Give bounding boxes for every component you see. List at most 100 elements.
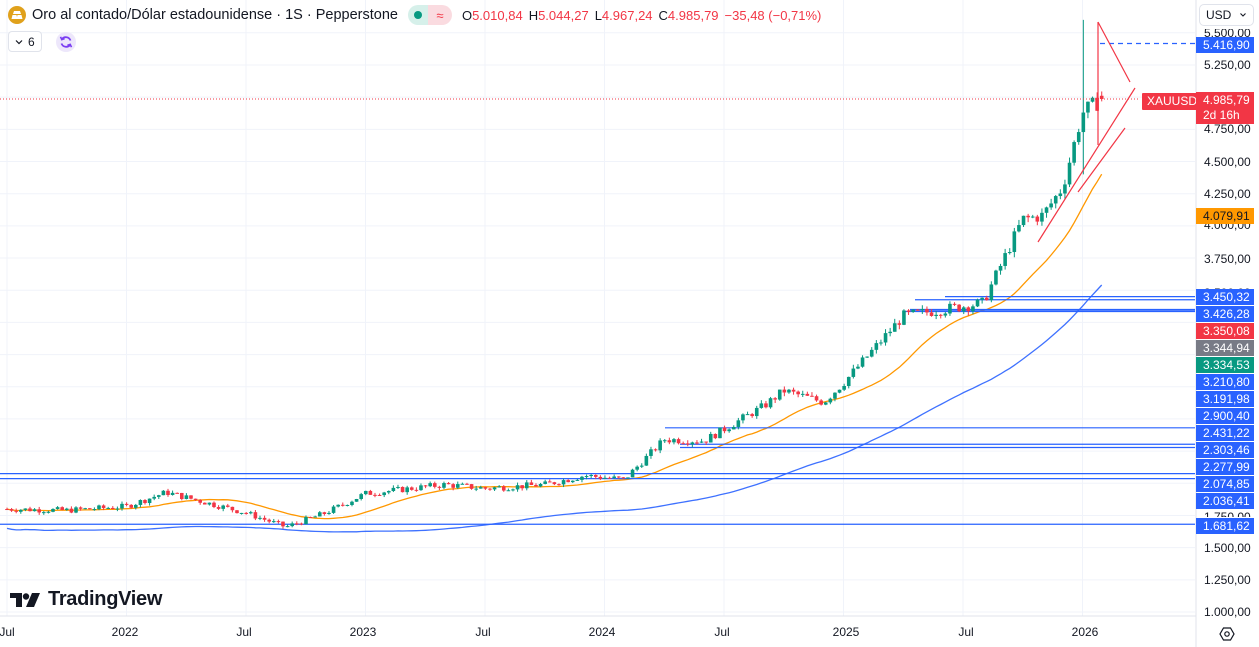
candle-body <box>497 486 501 488</box>
candle-body <box>267 519 271 522</box>
candle-body <box>607 477 612 479</box>
candle-body <box>207 502 212 505</box>
settings-icon[interactable] <box>1219 626 1235 642</box>
price-tag[interactable]: 5.416,90 <box>1196 37 1254 53</box>
price-tag[interactable]: 3.450,32 <box>1196 289 1254 305</box>
candle-body <box>138 500 143 505</box>
price-tag[interactable]: 3.191,98 <box>1196 391 1254 407</box>
currency-select[interactable]: USD <box>1199 4 1254 26</box>
tradingview-logo[interactable]: TradingView <box>10 588 162 611</box>
candle-body <box>377 494 382 496</box>
trendline <box>1077 127 1126 193</box>
candle-body <box>948 303 952 314</box>
candle-body <box>92 509 97 511</box>
candle-body <box>69 508 74 513</box>
candle-body <box>87 508 92 510</box>
candle-body <box>879 342 883 344</box>
indicators-collapse-button[interactable]: 6 <box>8 31 42 52</box>
candle-body <box>455 484 460 488</box>
price-tag[interactable]: 2.303,46 <box>1196 442 1254 458</box>
price-tag[interactable]: 2.074,85 <box>1196 476 1254 492</box>
candle-body <box>869 349 874 357</box>
time-tick: Jul <box>236 625 252 639</box>
candle-body <box>823 402 828 405</box>
price-tick: 3.750,00 <box>1204 252 1251 266</box>
price-tag[interactable]: 2.277,99 <box>1196 459 1254 475</box>
price-tick-hidden: 5.500,00 <box>1204 29 1251 37</box>
candle-body <box>285 526 290 528</box>
price-tick: 1.000,00 <box>1204 605 1251 619</box>
candle-body <box>1076 132 1081 143</box>
candle-body <box>561 480 566 485</box>
last-price-tag[interactable]: 4.985,79 2d 16h <box>1196 92 1254 124</box>
candle-body <box>1090 97 1095 102</box>
candle-body <box>488 488 492 490</box>
candle-body <box>603 477 607 479</box>
candle-body <box>83 508 87 510</box>
candle-body <box>308 517 313 519</box>
price-tag[interactable]: 2.900,40 <box>1196 408 1254 424</box>
candle-body <box>221 505 225 509</box>
candle-body <box>110 507 115 509</box>
price-tag[interactable]: 3.350,08 <box>1196 323 1254 339</box>
candle-body <box>64 508 69 510</box>
candle-body <box>658 440 662 451</box>
candle-body <box>28 508 32 512</box>
indicators-count: 6 <box>28 34 35 49</box>
candle-body <box>534 484 538 487</box>
time-tick: 2026 <box>1071 625 1099 639</box>
candle-body <box>405 487 409 493</box>
candle-body <box>635 466 639 470</box>
candle-body <box>754 407 759 417</box>
candle-body <box>718 427 722 439</box>
tradingview-logo-icon <box>10 592 40 607</box>
candle-body <box>423 485 428 487</box>
candle-body <box>152 496 156 499</box>
indicator-row: 6 <box>8 31 76 52</box>
refresh-button[interactable] <box>55 31 76 52</box>
candle-body <box>414 489 419 491</box>
time-tick: 2023 <box>349 625 377 639</box>
price-tag[interactable]: 3.334,53 <box>1196 357 1254 373</box>
candle-body <box>529 482 534 485</box>
price-tag[interactable]: 2.036,41 <box>1196 493 1254 509</box>
high-label: H <box>528 7 539 23</box>
candle-body <box>451 484 455 488</box>
price-tag[interactable]: 3.426,28 <box>1196 306 1254 322</box>
candle-body <box>989 284 994 301</box>
candle-body <box>938 314 943 316</box>
candle-body <box>129 504 133 508</box>
market-status-pill[interactable]: ≈ <box>407 5 452 25</box>
candle-body <box>575 479 580 481</box>
tradingview-logo-text: TradingView <box>48 588 163 610</box>
candle-body <box>345 504 350 506</box>
candle-body <box>552 482 557 485</box>
candle-body <box>409 487 414 490</box>
candle-body <box>925 308 929 313</box>
candle-body <box>1012 231 1017 253</box>
price-tag[interactable]: 3.344,94 <box>1196 340 1254 356</box>
candle-body <box>961 307 966 312</box>
candle-body <box>598 476 603 479</box>
refresh-icon <box>59 35 72 48</box>
low-value: 4.967,24 <box>601 7 653 23</box>
close-value: 4.985,79 <box>667 7 719 23</box>
ma-fast-price-tag[interactable]: 4.079,91 <box>1196 208 1254 224</box>
symbol-title[interactable]: Oro al contado/Dólar estadounidense · 1S… <box>32 7 398 23</box>
price-tick: 4.750,00 <box>1204 122 1251 136</box>
currency-value: USD <box>1206 8 1232 22</box>
candle-body <box>856 366 860 369</box>
candle-body <box>1072 142 1076 163</box>
price-tag[interactable]: 1.681,62 <box>1196 518 1254 534</box>
symbol-last-price-label[interactable]: XAUUSD <box>1142 93 1203 110</box>
candle-body <box>773 398 777 400</box>
candle-body <box>1044 207 1049 213</box>
candle-body <box>5 509 9 511</box>
candle-body <box>331 506 336 513</box>
candle-body <box>239 512 244 514</box>
price-tag[interactable]: 2.431,22 <box>1196 425 1254 441</box>
candle-body <box>994 270 998 285</box>
legend-header: Oro al contado/Dólar estadounidense · 1S… <box>8 5 821 25</box>
price-tag[interactable]: 3.210,80 <box>1196 374 1254 390</box>
